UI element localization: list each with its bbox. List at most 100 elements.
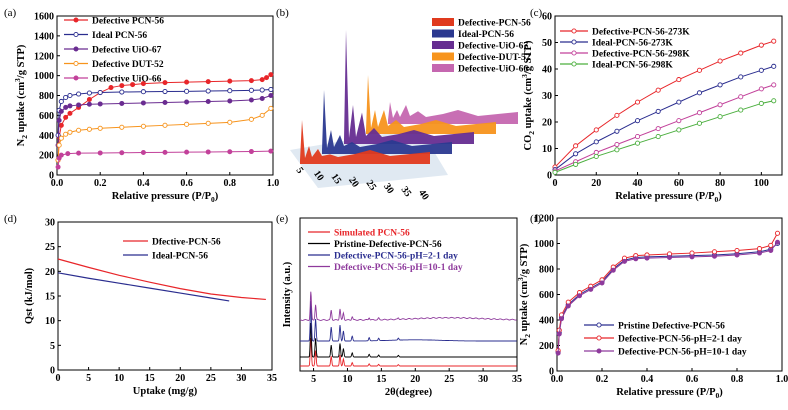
data-point xyxy=(556,331,562,337)
y-tick-label: 20 xyxy=(45,267,55,278)
x-tick-label: 15 xyxy=(145,373,155,384)
legend-swatch xyxy=(432,29,454,38)
x-axis-label-part: Uptake (mg/g) xyxy=(133,386,198,397)
data-point xyxy=(58,98,64,105)
legend-marker xyxy=(596,322,602,328)
data-point xyxy=(205,88,211,94)
data-point xyxy=(76,150,82,156)
legend-swatch xyxy=(432,18,454,26)
data-point xyxy=(717,58,723,64)
data-point xyxy=(655,126,661,132)
legend-marker xyxy=(571,28,577,34)
y-tick-label: 1000 xyxy=(34,71,54,82)
data-point xyxy=(119,150,125,156)
panel-d: 0 5 10 15 20 25 30 35 0 5 10 15 20 25 30 Uptake (mg/g) Q… xyxy=(24,218,277,398)
x-axis-label: Uptake (mg/g) xyxy=(133,386,198,397)
y-tick-label: 1600 xyxy=(34,12,54,23)
data-point xyxy=(717,82,723,88)
series-line xyxy=(554,100,774,173)
y-tick-label: 10 xyxy=(45,316,55,327)
data-point xyxy=(184,121,190,127)
y-tick-label: 20 xyxy=(542,118,552,129)
data-point xyxy=(162,80,168,86)
legend-swatch xyxy=(432,64,454,72)
x-tick-label: 25 xyxy=(444,374,454,385)
plot-frame xyxy=(299,217,518,372)
legend-entry: Defective-PCN-56-273K xyxy=(592,28,690,38)
data-point xyxy=(593,153,599,159)
legend-marker xyxy=(571,50,577,56)
data-point xyxy=(768,248,774,254)
data-point xyxy=(577,293,583,299)
data-point xyxy=(140,100,146,106)
pattern-line xyxy=(300,337,517,367)
y-axis-label: Qst (kJ/mol) xyxy=(24,267,35,324)
x-axis-label-part: Relative pressure (P/P xyxy=(616,387,716,398)
legend-entry: Defective-PCN-56-298K xyxy=(592,50,690,60)
data-point xyxy=(268,72,274,78)
x-tick-label: 35 xyxy=(399,185,414,200)
y-axis-label: CO2 uptake (cm3/g STP) xyxy=(520,40,536,150)
data-point xyxy=(717,114,723,120)
data-point xyxy=(552,169,558,175)
x-axis-label-part: ) xyxy=(719,387,723,398)
legend-marker xyxy=(596,335,602,341)
y-tick-label: 400 xyxy=(39,131,54,142)
data-point xyxy=(655,134,661,140)
data-point xyxy=(756,246,763,252)
data-point xyxy=(614,112,620,118)
x-axis-label-part: 0 xyxy=(715,195,719,204)
x-tick-label: 0.4 xyxy=(641,374,654,385)
data-point xyxy=(634,118,641,124)
data-point xyxy=(76,91,82,97)
data-point xyxy=(86,126,92,132)
data-point xyxy=(774,230,781,236)
x-tick-label: 60 xyxy=(674,178,684,189)
data-point xyxy=(593,139,599,145)
legend-marker xyxy=(73,75,79,81)
data-point xyxy=(140,81,146,87)
x-tick-label: 5 xyxy=(86,373,91,384)
data-point xyxy=(573,143,579,149)
data-point xyxy=(676,77,682,83)
data-point xyxy=(771,63,777,69)
y-axis-label-part: uptake (cm xyxy=(523,78,534,131)
x-tick-label: 10 xyxy=(114,373,124,384)
panel-label: (d) xyxy=(4,213,17,225)
data-point xyxy=(738,94,744,100)
data-point xyxy=(162,122,168,128)
data-point xyxy=(268,148,274,154)
data-point xyxy=(771,98,777,104)
x-tick-label: 100 xyxy=(754,178,769,189)
data-point xyxy=(259,87,265,93)
x-tick-label: 0.2 xyxy=(596,374,609,385)
data-point xyxy=(162,88,168,95)
data-point xyxy=(573,151,579,157)
data-point xyxy=(771,82,777,88)
panel-label: (b) xyxy=(276,7,289,19)
series-line xyxy=(554,84,774,172)
data-point xyxy=(655,87,661,93)
data-point xyxy=(676,118,682,124)
data-point xyxy=(108,85,114,91)
legend-entry: Defective PCN-56 xyxy=(92,17,164,27)
y-tick-label: 50 xyxy=(542,38,552,49)
data-point xyxy=(696,120,703,126)
legend-entry: Defective-UiO-67 xyxy=(458,42,528,52)
y-tick-label: 30 xyxy=(542,91,552,102)
legend-entry: Ideal-PCN-56-273K xyxy=(592,39,673,49)
x-tick-label: 5 xyxy=(311,374,316,385)
y-axis-label-part: 3 xyxy=(520,74,529,78)
y-tick-label: 40 xyxy=(542,65,552,76)
x-tick-label: 0.6 xyxy=(180,178,193,189)
data-point xyxy=(696,67,703,73)
y-axis-label: Intensity (a.u.) xyxy=(282,261,293,327)
legend-entry: Ideal-PCN-56 xyxy=(152,252,208,262)
data-point xyxy=(58,108,64,114)
y-axis-label-part: 2 xyxy=(20,135,29,139)
y-tick-label: 1000 xyxy=(534,239,554,250)
data-point xyxy=(227,119,233,125)
x-tick-label: 20 xyxy=(591,178,601,189)
data-point xyxy=(227,88,233,94)
legend-entry: Defective-DUT-52 xyxy=(458,53,531,63)
